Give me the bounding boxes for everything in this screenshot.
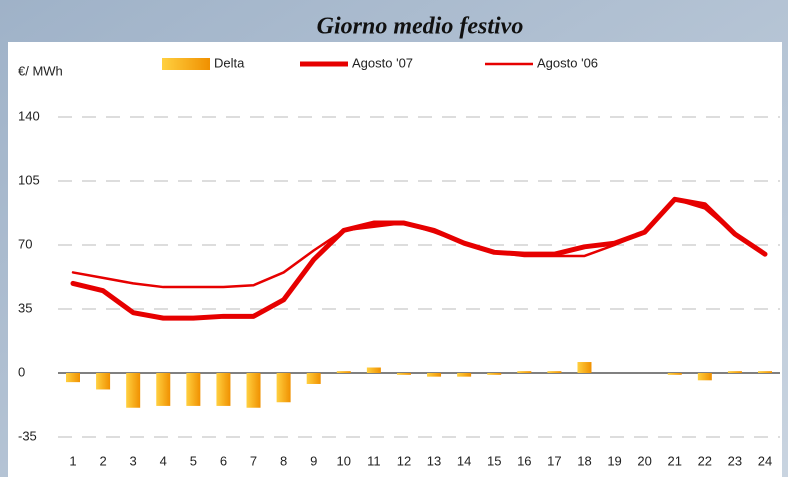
bar <box>96 373 111 390</box>
bar <box>758 371 772 373</box>
y-tick-label: 140 <box>18 108 40 123</box>
legend-label: Agosto '06 <box>537 55 598 70</box>
y-tick-label: 35 <box>18 300 32 315</box>
y-tick-label: 0 <box>18 364 25 379</box>
plot-panel <box>8 42 782 477</box>
bar <box>336 371 351 373</box>
x-tick-label: 4 <box>160 453 167 468</box>
bar <box>727 371 742 373</box>
x-tick-label: 12 <box>397 453 411 468</box>
bar <box>276 373 291 403</box>
bar <box>577 362 592 373</box>
x-tick-label: 17 <box>547 453 561 468</box>
x-tick-label: 16 <box>517 453 531 468</box>
bar <box>156 373 171 406</box>
x-tick-label: 13 <box>427 453 441 468</box>
y-tick-label: -35 <box>18 428 37 443</box>
x-tick-label: 20 <box>637 453 651 468</box>
bar <box>667 373 682 375</box>
legend-swatch <box>162 58 210 70</box>
bar <box>487 373 502 375</box>
bar <box>306 373 321 384</box>
y-tick-label: 70 <box>18 236 32 251</box>
legend-label: Agosto '07 <box>352 55 413 70</box>
bar <box>427 373 442 377</box>
bar <box>697 373 712 381</box>
x-tick-label: 11 <box>367 453 381 468</box>
x-tick-label: 23 <box>728 453 742 468</box>
bar <box>396 373 411 375</box>
x-tick-label: 8 <box>280 453 287 468</box>
x-tick-label: 9 <box>310 453 317 468</box>
x-tick-label: 15 <box>487 453 501 468</box>
x-tick-label: 24 <box>758 453 772 468</box>
bar <box>126 373 141 408</box>
x-tick-label: 5 <box>190 453 197 468</box>
x-tick-label: 18 <box>577 453 591 468</box>
bar <box>366 367 381 373</box>
bar <box>457 373 472 377</box>
x-tick-label: 6 <box>220 453 227 468</box>
legend-label: Delta <box>214 55 245 70</box>
y-tick-label: 105 <box>18 172 40 187</box>
x-tick-label: 21 <box>668 453 682 468</box>
x-tick-label: 22 <box>698 453 712 468</box>
bar <box>547 371 562 373</box>
bar <box>216 373 231 406</box>
x-tick-label: 19 <box>607 453 621 468</box>
x-tick-label: 10 <box>337 453 351 468</box>
x-tick-label: 3 <box>130 453 137 468</box>
x-tick-label: 2 <box>99 453 106 468</box>
bar <box>517 371 532 373</box>
chart-title: Giorno medio festivo <box>317 14 524 40</box>
y-axis-label: €/ MWh <box>18 63 63 78</box>
x-tick-label: 7 <box>250 453 257 468</box>
x-tick-label: 1 <box>69 453 76 468</box>
x-tick-label: 14 <box>457 453 471 468</box>
bar <box>246 373 261 408</box>
bar <box>186 373 201 406</box>
bar <box>66 373 80 383</box>
line <box>71 198 767 289</box>
